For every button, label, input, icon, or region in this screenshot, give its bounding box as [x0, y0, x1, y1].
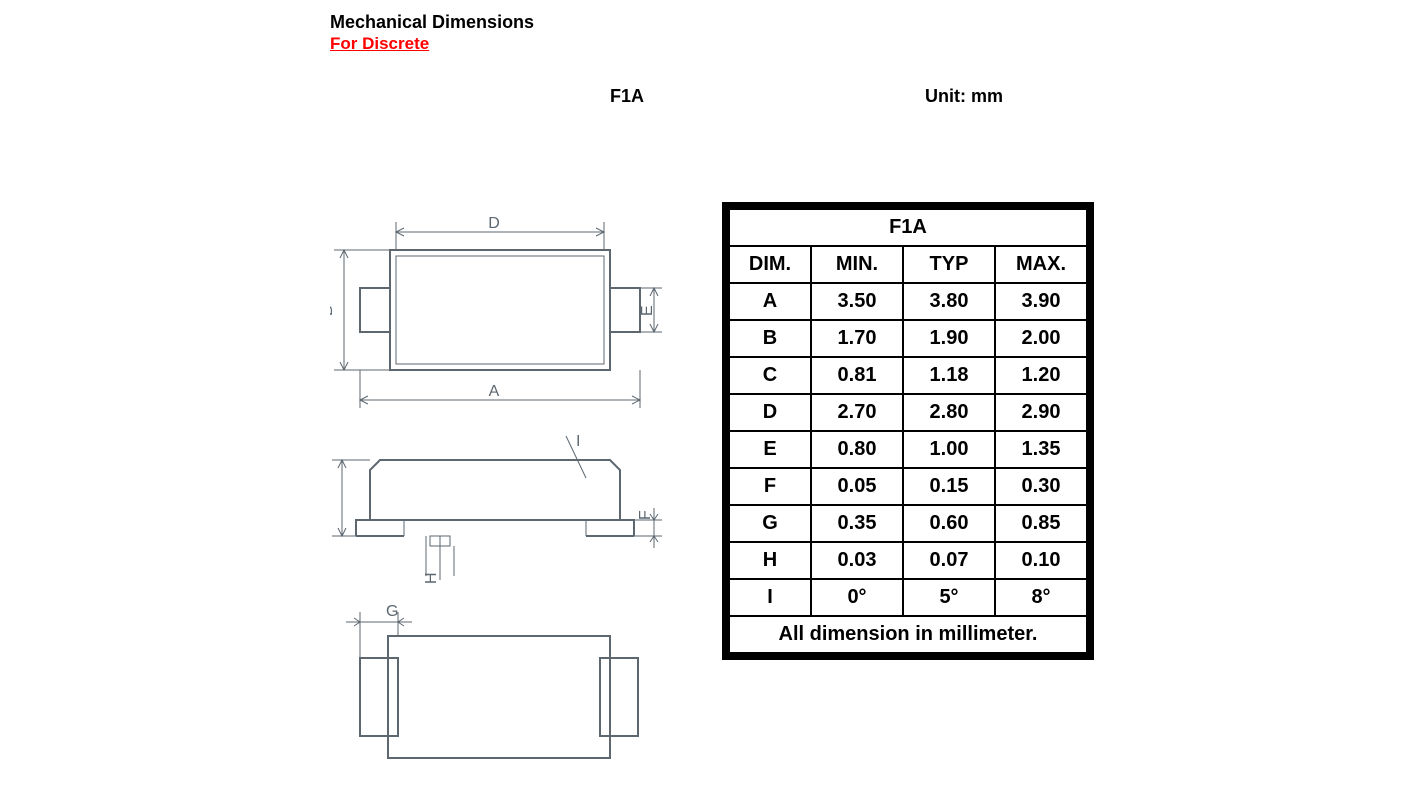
cell-max: 1.20	[995, 357, 1087, 394]
page-subtitle: For Discrete	[330, 34, 429, 54]
cell-typ: 3.80	[903, 283, 995, 320]
cell-typ: 5°	[903, 579, 995, 616]
table-header-row: DIM. MIN. TYP MAX.	[729, 246, 1087, 283]
table-row: B 1.70 1.90 2.00	[729, 320, 1087, 357]
cell-min: 1.70	[811, 320, 903, 357]
dim-letter-c: C	[330, 490, 334, 502]
table-row: H 0.03 0.07 0.10	[729, 542, 1087, 579]
cell-min: 3.50	[811, 283, 903, 320]
table-row: E 0.80 1.00 1.35	[729, 431, 1087, 468]
cell-max: 0.10	[995, 542, 1087, 579]
table-row: G 0.35 0.60 0.85	[729, 505, 1087, 542]
cell-max: 2.90	[995, 394, 1087, 431]
diagram-bottom-view: G	[346, 603, 638, 758]
diagram-top-view: D A B E	[330, 215, 662, 408]
mechanical-diagram: D A B E	[330, 210, 670, 770]
cell-min: 0.81	[811, 357, 903, 394]
cell-typ: 1.18	[903, 357, 995, 394]
table-title: F1A	[729, 209, 1087, 246]
table-row: A 3.50 3.80 3.90	[729, 283, 1087, 320]
part-label: F1A	[610, 86, 644, 107]
table-row: F 0.05 0.15 0.30	[729, 468, 1087, 505]
cell-typ: 0.60	[903, 505, 995, 542]
cell-typ: 0.15	[903, 468, 995, 505]
col-header-max: MAX.	[995, 246, 1087, 283]
cell-max: 8°	[995, 579, 1087, 616]
col-header-typ: TYP	[903, 246, 995, 283]
cell-min: 0.03	[811, 542, 903, 579]
dim-letter-g: G	[386, 603, 398, 620]
table-footer: All dimension in millimeter.	[729, 616, 1087, 653]
cell-max: 0.30	[995, 468, 1087, 505]
cell-dim: C	[729, 357, 811, 394]
cell-min: 2.70	[811, 394, 903, 431]
cell-max: 1.35	[995, 431, 1087, 468]
col-header-dim: DIM.	[729, 246, 811, 283]
diagram-side-view: I C F H	[330, 433, 662, 584]
dim-letter-f: F	[637, 510, 654, 520]
cell-typ: 2.80	[903, 394, 995, 431]
page-title: Mechanical Dimensions	[330, 12, 534, 33]
cell-min: 0.05	[811, 468, 903, 505]
table-row: D 2.70 2.80 2.90	[729, 394, 1087, 431]
dim-letter-a: A	[489, 383, 500, 400]
dim-letter-i: I	[576, 433, 580, 450]
dim-letter-d: D	[488, 215, 500, 232]
cell-dim: F	[729, 468, 811, 505]
cell-min: 0.35	[811, 505, 903, 542]
diagram-svg: D A B E	[330, 210, 670, 770]
cell-typ: 0.07	[903, 542, 995, 579]
table-footer-row: All dimension in millimeter.	[729, 616, 1087, 653]
cell-dim: H	[729, 542, 811, 579]
cell-dim: D	[729, 394, 811, 431]
page: Mechanical Dimensions For Discrete F1A U…	[0, 0, 1420, 798]
cell-min: 0.80	[811, 431, 903, 468]
cell-dim: G	[729, 505, 811, 542]
table-row: C 0.81 1.18 1.20	[729, 357, 1087, 394]
dimension-table: F1A DIM. MIN. TYP MAX. A 3.50 3.80 3.90 …	[728, 208, 1088, 654]
table-row: I 0° 5° 8°	[729, 579, 1087, 616]
cell-dim: I	[729, 579, 811, 616]
cell-min: 0°	[811, 579, 903, 616]
cell-typ: 1.90	[903, 320, 995, 357]
cell-dim: B	[729, 320, 811, 357]
dim-letter-b: B	[330, 305, 336, 316]
cell-dim: E	[729, 431, 811, 468]
col-header-min: MIN.	[811, 246, 903, 283]
table-title-row: F1A	[729, 209, 1087, 246]
dimension-table-wrap: F1A DIM. MIN. TYP MAX. A 3.50 3.80 3.90 …	[722, 202, 1094, 660]
unit-label: Unit: mm	[925, 86, 1003, 107]
dim-letter-h: H	[423, 572, 440, 584]
cell-typ: 1.00	[903, 431, 995, 468]
cell-dim: A	[729, 283, 811, 320]
cell-max: 2.00	[995, 320, 1087, 357]
cell-max: 3.90	[995, 283, 1087, 320]
dim-letter-e: E	[639, 305, 656, 316]
cell-max: 0.85	[995, 505, 1087, 542]
